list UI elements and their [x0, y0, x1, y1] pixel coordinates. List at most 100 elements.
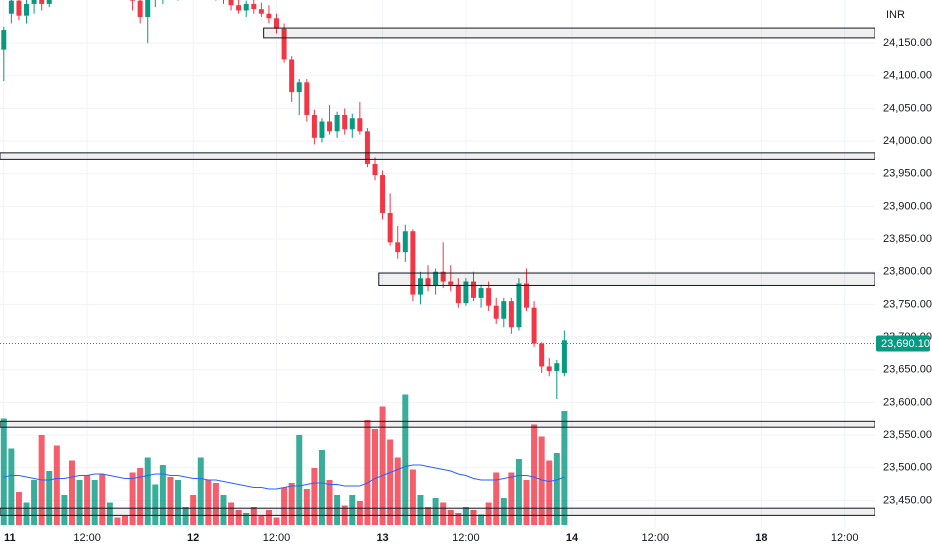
y-tick-label: 23,800.00	[883, 266, 932, 278]
volume-bar	[175, 480, 182, 525]
volume-bar	[250, 507, 257, 525]
candle-body	[554, 363, 560, 372]
volume-bar	[84, 475, 91, 525]
x-axis-strip	[0, 528, 932, 550]
volume-bar	[523, 480, 530, 525]
y-tick-label: 24,000.00	[883, 135, 932, 147]
last-price-label: 23,690.10	[881, 338, 930, 350]
volume-bar	[409, 469, 416, 525]
x-tick-label: 18	[755, 532, 767, 544]
volume-bar	[493, 472, 500, 525]
volume-bar	[159, 465, 166, 525]
volume-bar	[334, 495, 341, 525]
candle-body	[274, 18, 280, 29]
volume-bar	[462, 507, 469, 525]
candle-body	[524, 283, 530, 308]
volume-bar	[99, 474, 106, 525]
volume-bar	[235, 510, 242, 525]
volume-bar	[243, 513, 250, 525]
candle-body	[516, 283, 522, 328]
axes: 24,150.00 24,100.00 24,050.00 24,000.00 23,9…	[4, 37, 932, 544]
candle-body	[334, 114, 340, 132]
candle-body	[395, 242, 401, 253]
candle-body	[228, 0, 234, 6]
candle-body	[236, 5, 242, 11]
candle-body	[296, 82, 302, 93]
volume-bar	[515, 459, 522, 525]
volume-bar	[144, 457, 151, 525]
volume-bar	[531, 424, 538, 525]
candle-body	[501, 301, 507, 319]
candle-body	[311, 114, 317, 138]
volume-bar	[129, 472, 136, 525]
candle-body	[46, 0, 52, 4]
candle-body	[304, 82, 310, 115]
candle-body	[258, 9, 264, 14]
volume-bar	[387, 439, 394, 525]
volume-bar	[265, 510, 272, 525]
volume-bar	[561, 411, 568, 525]
candle-body	[243, 3, 249, 11]
volume-bar	[288, 483, 295, 525]
volume-bar	[379, 406, 386, 525]
candle-body	[364, 131, 370, 164]
currency-label: INR	[886, 9, 905, 21]
last-price-badge	[876, 335, 930, 352]
candle-body	[402, 231, 408, 253]
volume-bar	[182, 507, 189, 525]
volume-bar	[311, 468, 318, 525]
volume-bar	[500, 498, 507, 525]
volume-bar	[455, 513, 462, 525]
x-tick-label: 13	[376, 532, 388, 544]
candle-body	[387, 212, 393, 243]
price-zone	[0, 507, 876, 516]
volume-bar	[356, 501, 363, 525]
volume-bar	[76, 480, 83, 525]
price-zone	[378, 272, 876, 286]
y-tick-label: 23,500.00	[883, 462, 932, 474]
candle-body	[440, 271, 446, 282]
y-tick-label: 23,600.00	[883, 396, 932, 408]
volume-bar	[394, 457, 401, 525]
volume-bar	[402, 394, 409, 525]
volume-bar	[152, 484, 159, 525]
candle-body	[380, 175, 386, 213]
volume-bar	[440, 502, 447, 525]
grid	[0, 0, 875, 528]
candle-body	[546, 366, 552, 372]
zones	[0, 27, 876, 516]
volume-bar	[53, 445, 60, 525]
volume-bar	[538, 436, 545, 525]
candle-body	[145, 0, 151, 17]
price-zone	[263, 27, 876, 39]
candle-body	[531, 307, 537, 344]
candle-body	[16, 0, 22, 16]
y-tick-label: 23,450.00	[883, 494, 932, 506]
y-tick-label: 23,850.00	[883, 233, 932, 245]
candle-body	[417, 278, 423, 295]
x-tick-label: 11	[4, 532, 16, 544]
x-tick-label: 12:00	[831, 532, 859, 544]
volume-bar	[303, 489, 310, 525]
candle-body	[470, 281, 476, 298]
candle-body	[455, 284, 461, 304]
volume-bar	[296, 435, 303, 525]
candle-body	[486, 288, 492, 306]
volume-bar	[91, 480, 98, 525]
volume-bar	[478, 514, 485, 525]
y-tick-label: 24,050.00	[883, 102, 932, 114]
candle-body	[1, 30, 7, 50]
volume-bar	[364, 420, 371, 525]
candle-body	[463, 281, 469, 304]
volume-bar	[68, 460, 75, 525]
volume-bar	[31, 480, 38, 525]
volume-bar	[432, 498, 439, 525]
volume-bar	[228, 502, 235, 525]
candle-body	[349, 118, 355, 130]
volume-bar	[318, 450, 325, 525]
candle-body	[130, 0, 136, 1]
volume-bar	[190, 495, 197, 525]
volume-bar	[212, 483, 219, 525]
volume-bar	[106, 502, 113, 525]
